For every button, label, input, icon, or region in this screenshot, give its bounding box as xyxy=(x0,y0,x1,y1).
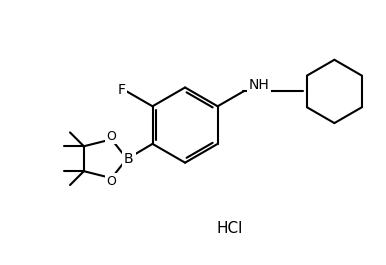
Text: F: F xyxy=(118,83,126,98)
Text: HCl: HCl xyxy=(217,222,243,236)
Text: O: O xyxy=(107,175,117,188)
Text: O: O xyxy=(107,130,117,143)
Text: B: B xyxy=(124,152,134,166)
Text: NH: NH xyxy=(249,77,269,91)
